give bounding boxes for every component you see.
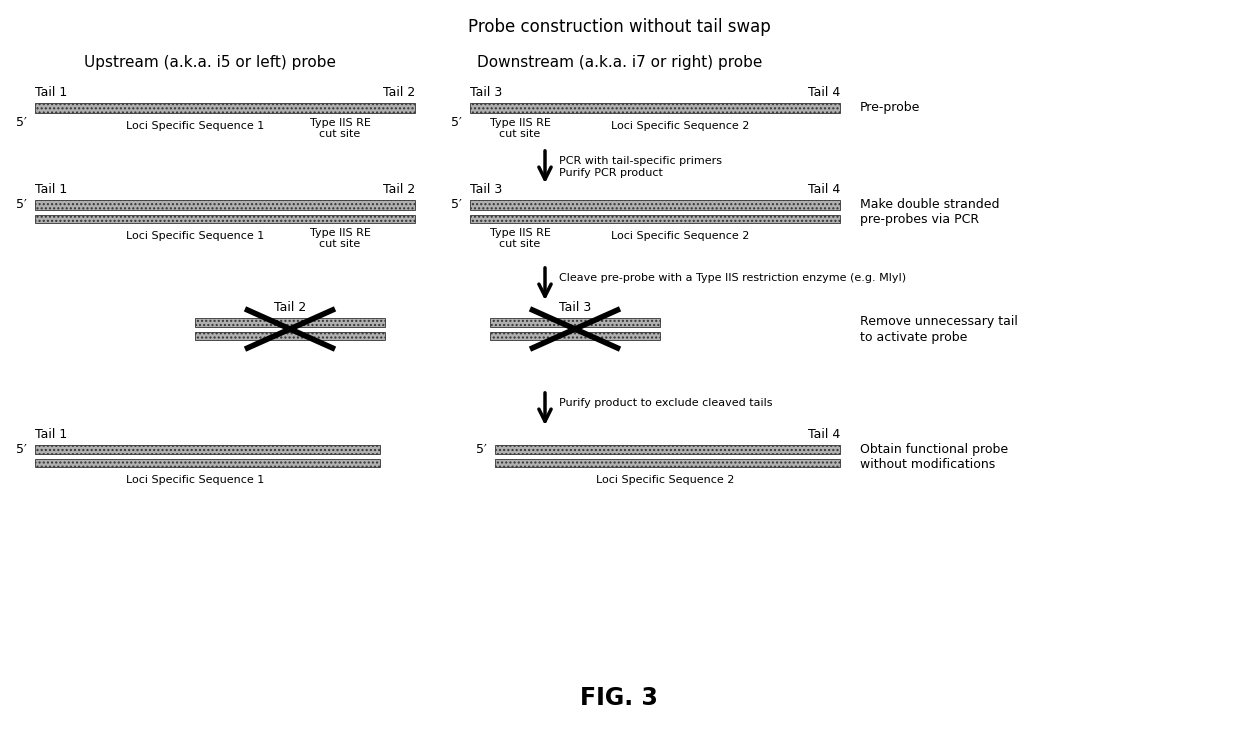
Text: cut site: cut site <box>499 239 540 249</box>
Text: Tail 1: Tail 1 <box>35 428 67 441</box>
Bar <box>470 215 840 223</box>
Bar <box>195 318 385 327</box>
Text: Loci Specific Sequence 1: Loci Specific Sequence 1 <box>126 121 264 131</box>
Text: Tail 1: Tail 1 <box>35 86 67 99</box>
Text: 5′: 5′ <box>16 199 27 212</box>
Text: Tail 3: Tail 3 <box>470 86 502 99</box>
Text: Type IIS RE: Type IIS RE <box>310 228 370 238</box>
Text: Purify product to exclude cleaved tails: Purify product to exclude cleaved tails <box>559 398 772 408</box>
Text: Loci Specific Sequence 2: Loci Specific Sequence 2 <box>596 475 735 485</box>
Text: Type IIS RE: Type IIS RE <box>489 118 550 128</box>
Text: FIG. 3: FIG. 3 <box>580 686 658 710</box>
Text: Remove unnecessary tail
to activate probe: Remove unnecessary tail to activate prob… <box>860 316 1018 343</box>
Bar <box>489 332 660 340</box>
Text: Tail 4: Tail 4 <box>808 86 840 99</box>
Text: cut site: cut site <box>320 239 361 249</box>
Text: Type IIS RE: Type IIS RE <box>310 118 370 128</box>
Bar <box>489 318 660 327</box>
Text: PCR with tail-specific primers
Purify PCR product: PCR with tail-specific primers Purify PC… <box>559 156 722 178</box>
Text: Loci Specific Sequence 2: Loci Specific Sequence 2 <box>611 121 750 131</box>
Text: Loci Specific Sequence 2: Loci Specific Sequence 2 <box>611 231 750 241</box>
Bar <box>496 459 840 467</box>
Bar <box>35 103 415 113</box>
Text: Loci Specific Sequence 1: Loci Specific Sequence 1 <box>126 231 264 241</box>
Text: Type IIS RE: Type IIS RE <box>489 228 550 238</box>
Text: Cleave pre-probe with a Type IIS restriction enzyme (e.g. MlyI): Cleave pre-probe with a Type IIS restric… <box>559 273 906 283</box>
Text: Downstream (a.k.a. i7 or right) probe: Downstream (a.k.a. i7 or right) probe <box>477 55 763 70</box>
Text: Tail 2: Tail 2 <box>383 183 415 196</box>
Bar <box>35 215 415 223</box>
Text: Tail 4: Tail 4 <box>808 428 840 441</box>
Bar <box>35 459 380 467</box>
Bar <box>470 200 840 210</box>
Bar <box>496 445 840 454</box>
Bar <box>470 103 840 113</box>
Text: Tail 3: Tail 3 <box>559 301 591 314</box>
Text: Probe construction without tail swap: Probe construction without tail swap <box>467 18 771 36</box>
Text: 5′: 5′ <box>451 199 462 212</box>
Text: Pre-probe: Pre-probe <box>860 102 921 114</box>
Text: Loci Specific Sequence 1: Loci Specific Sequence 1 <box>126 475 264 485</box>
Text: 5′: 5′ <box>16 443 27 456</box>
Text: Tail 2: Tail 2 <box>383 86 415 99</box>
Text: Tail 4: Tail 4 <box>808 183 840 196</box>
Text: 5′: 5′ <box>476 443 487 456</box>
Text: Tail 3: Tail 3 <box>470 183 502 196</box>
Bar <box>35 200 415 210</box>
Text: 5′: 5′ <box>451 116 462 129</box>
Bar <box>35 445 380 454</box>
Text: Upstream (a.k.a. i5 or left) probe: Upstream (a.k.a. i5 or left) probe <box>84 55 336 70</box>
Text: Obtain functional probe
without modifications: Obtain functional probe without modifica… <box>860 443 1009 471</box>
Bar <box>195 332 385 340</box>
Text: cut site: cut site <box>499 129 540 139</box>
Text: cut site: cut site <box>320 129 361 139</box>
Text: Tail 1: Tail 1 <box>35 183 67 196</box>
Text: Tail 2: Tail 2 <box>274 301 306 314</box>
Text: 5′: 5′ <box>16 116 27 129</box>
Text: Make double stranded
pre-probes via PCR: Make double stranded pre-probes via PCR <box>860 198 1000 226</box>
